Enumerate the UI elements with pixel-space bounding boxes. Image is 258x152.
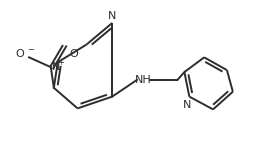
Text: +: + [57,58,64,67]
Text: N: N [183,100,191,110]
Text: N: N [108,11,116,21]
Text: O: O [70,48,78,59]
Text: O: O [15,49,24,59]
Text: NH: NH [134,75,151,85]
Text: −: − [28,45,35,54]
Text: N: N [52,62,60,72]
